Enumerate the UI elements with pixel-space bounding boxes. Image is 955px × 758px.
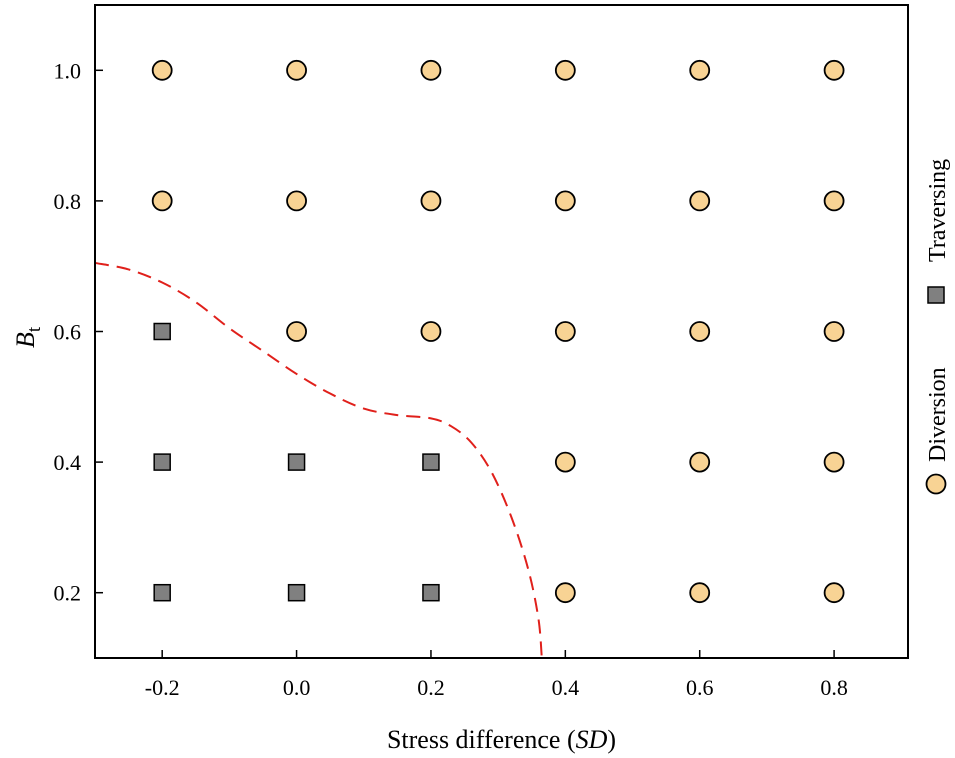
diversion-point [823, 451, 845, 473]
diversion-point [420, 321, 442, 342]
traversing-point [153, 583, 171, 602]
traversing-point [153, 453, 171, 471]
diversion-point [689, 582, 711, 604]
diversion-point [151, 190, 173, 212]
legend-diversion-label: Diversion [925, 367, 951, 462]
y-axis-title-main: B [11, 332, 40, 348]
x-tick-label: 0.2 [417, 675, 445, 700]
legend: Diversion Traversing [925, 159, 951, 495]
diversion-point [823, 59, 845, 81]
y-axis-title: Bt [11, 326, 45, 348]
diversion-point [689, 321, 711, 342]
diversion-point [823, 582, 845, 604]
diversion-point [823, 190, 845, 212]
y-tick-label: 1.0 [54, 58, 82, 83]
x-tick-label: 0.4 [552, 675, 580, 700]
traversing-point [287, 453, 306, 471]
diversion-point [420, 59, 442, 81]
diversion-point [689, 451, 711, 473]
y-axis-title-subscript: t [24, 326, 45, 332]
legend-diversion-marker [925, 473, 947, 495]
diversion-point [420, 190, 442, 212]
diversion-point [286, 59, 307, 81]
diversion-point [286, 321, 307, 342]
y-tick-label: 0.2 [54, 581, 82, 606]
legend-traversing-label: Traversing [925, 159, 951, 262]
x-axis-title-prefix: Stress difference ( [387, 725, 576, 754]
diversion-point [554, 321, 576, 342]
x-tick-label: 0.8 [820, 675, 848, 700]
diversion-point [554, 190, 576, 212]
y-tick-label: 0.8 [54, 189, 82, 214]
traversing-point [287, 583, 306, 602]
legend-traversing-marker [927, 286, 945, 304]
ticks-layer: -0.2 0.0 0.2 0.4 0.6 0.8 0.2 0.4 0.6 0.8 1.0 [54, 58, 848, 700]
diversion-point [689, 59, 711, 81]
diversion-point [554, 59, 576, 81]
diversion-point [689, 190, 711, 212]
diversion-point [554, 451, 576, 473]
x-axis-title-italic: SD [576, 725, 608, 754]
y-tick-label: 0.6 [54, 320, 82, 345]
boundary-layer [94, 261, 543, 659]
traversing-point [153, 322, 171, 341]
diversion-point [151, 59, 173, 81]
diversion-point [823, 321, 845, 342]
x-axis-title: Stress difference (SD) [387, 725, 616, 754]
x-tick-label: 0.0 [283, 675, 311, 700]
x-tick-label: -0.2 [145, 675, 180, 700]
diversion-point [286, 190, 307, 212]
diversion-point [554, 582, 576, 604]
plot-frame [94, 4, 909, 659]
x-axis-title-suffix: ) [607, 725, 616, 754]
marks-layer [151, 59, 845, 604]
traversing-point [422, 583, 440, 602]
boundary-line [94, 261, 543, 659]
traversing-point [422, 453, 440, 471]
x-tick-label: 0.6 [686, 675, 714, 700]
y-tick-label: 0.4 [54, 450, 82, 475]
